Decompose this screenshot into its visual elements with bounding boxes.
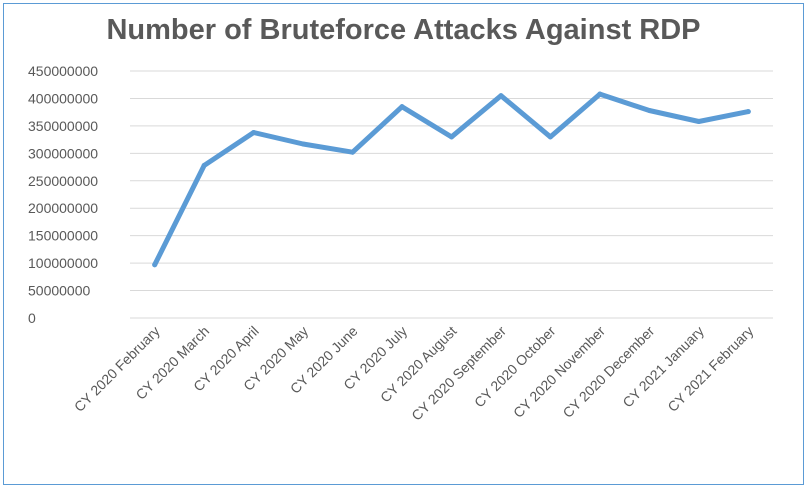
data-point bbox=[547, 134, 553, 140]
data-point bbox=[399, 104, 405, 110]
x-tick-label: CY 2020 February bbox=[71, 323, 163, 415]
data-point bbox=[152, 262, 158, 268]
y-tick-label: 100000000 bbox=[28, 255, 98, 271]
data-point bbox=[251, 129, 257, 135]
data-point bbox=[696, 118, 702, 124]
data-point bbox=[350, 149, 356, 155]
y-tick-label: 0 bbox=[28, 310, 36, 326]
y-tick-label: 400000000 bbox=[28, 90, 98, 106]
data-point bbox=[498, 93, 504, 99]
data-point bbox=[745, 109, 751, 115]
chart-title: Number of Bruteforce Attacks Against RDP bbox=[106, 14, 701, 46]
y-tick-label: 150000000 bbox=[28, 228, 98, 244]
x-tick-label: CY 2020 November bbox=[510, 323, 608, 421]
y-tick-label: 450000000 bbox=[28, 63, 98, 79]
data-point bbox=[201, 162, 207, 168]
chart-frame: Number of Bruteforce Attacks Against RDP bbox=[3, 3, 804, 485]
data-point bbox=[300, 141, 306, 147]
gridlines bbox=[130, 70, 773, 319]
y-axis-tick-labels: 0 50000000 100000000 150000000 200000000 2500… bbox=[28, 63, 98, 326]
y-tick-label: 200000000 bbox=[28, 200, 98, 216]
y-tick-label: 250000000 bbox=[28, 173, 98, 189]
data-point bbox=[597, 91, 603, 97]
y-tick-label: 300000000 bbox=[28, 145, 98, 161]
data-point bbox=[449, 134, 454, 140]
y-tick-label: 350000000 bbox=[28, 118, 98, 134]
y-tick-label: 50000000 bbox=[28, 283, 91, 299]
series-lines bbox=[152, 91, 751, 268]
data-point bbox=[646, 108, 652, 114]
x-tick-label: CY 2020 December bbox=[559, 323, 657, 421]
x-tick-label: CY 2020 September bbox=[408, 323, 509, 424]
series-line bbox=[152, 91, 751, 268]
x-tick-label: CY 2021 February bbox=[664, 323, 756, 415]
